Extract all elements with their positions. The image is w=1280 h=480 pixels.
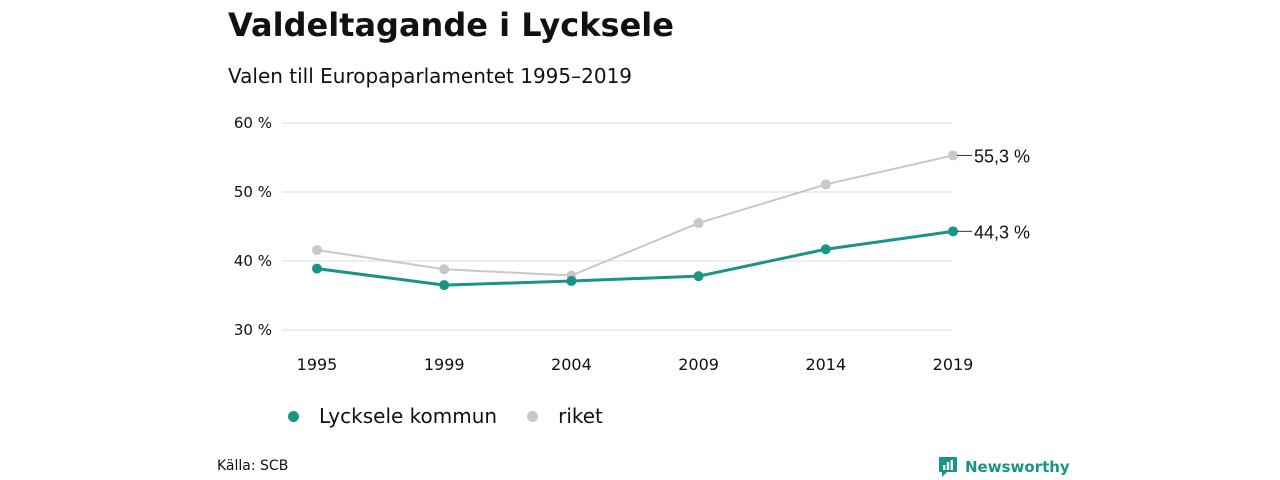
brand-name: Newsworthy — [965, 458, 1070, 476]
data-point-riket — [312, 244, 322, 255]
chart-subtitle: Valen till Europaparlamentet 1995–2019 — [228, 64, 633, 88]
x-tick-label: 1999 — [424, 355, 465, 374]
legend-swatch-lycksele — [288, 410, 299, 422]
series-line-lycksele — [315, 229, 955, 287]
chart-title: Valdeltagande i Lycksele — [228, 6, 674, 44]
legend-swatch-riket — [527, 410, 539, 422]
legend-label-lycksele: Lycksele kommun — [319, 404, 498, 428]
data-point-lycksele — [312, 263, 322, 274]
bar-chart-icon — [939, 457, 957, 477]
data-point-riket — [693, 218, 704, 229]
x-tick-label: 2014 — [805, 355, 846, 374]
end-label-lycksele: 44,3 % — [974, 222, 1030, 242]
y-tick-label: 50 % — [234, 183, 272, 201]
series-line-riket — [316, 154, 954, 277]
y-tick-label: 40 % — [234, 252, 272, 270]
data-point-lycksele — [439, 280, 450, 291]
x-tick-label: 2004 — [551, 355, 592, 374]
source-note: Källa: SCB — [217, 458, 289, 474]
x-tick-label: 2009 — [678, 355, 719, 374]
data-point-riket — [948, 150, 958, 161]
y-tick-label: 60 % — [234, 114, 272, 132]
legend-item-lycksele: Lycksele kommun — [288, 404, 497, 428]
end-label-riket: 55,3 % — [974, 146, 1030, 166]
chart-legend: Lycksele kommun riket — [288, 404, 633, 428]
data-point-lycksele — [820, 244, 831, 255]
y-tick-label: 30 % — [234, 321, 272, 339]
x-tick-label: 1995 — [297, 355, 338, 374]
brand-logo: Newsworthy — [938, 456, 1070, 478]
data-point-riket — [820, 179, 831, 190]
data-point-lycksele — [566, 276, 577, 287]
legend-item-riket: riket — [527, 404, 603, 428]
data-point-riket — [439, 264, 450, 275]
legend-label-riket: riket — [558, 404, 603, 428]
data-point-lycksele — [948, 226, 958, 237]
x-tick-label: 2019 — [933, 355, 974, 374]
data-point-lycksele — [693, 271, 704, 282]
